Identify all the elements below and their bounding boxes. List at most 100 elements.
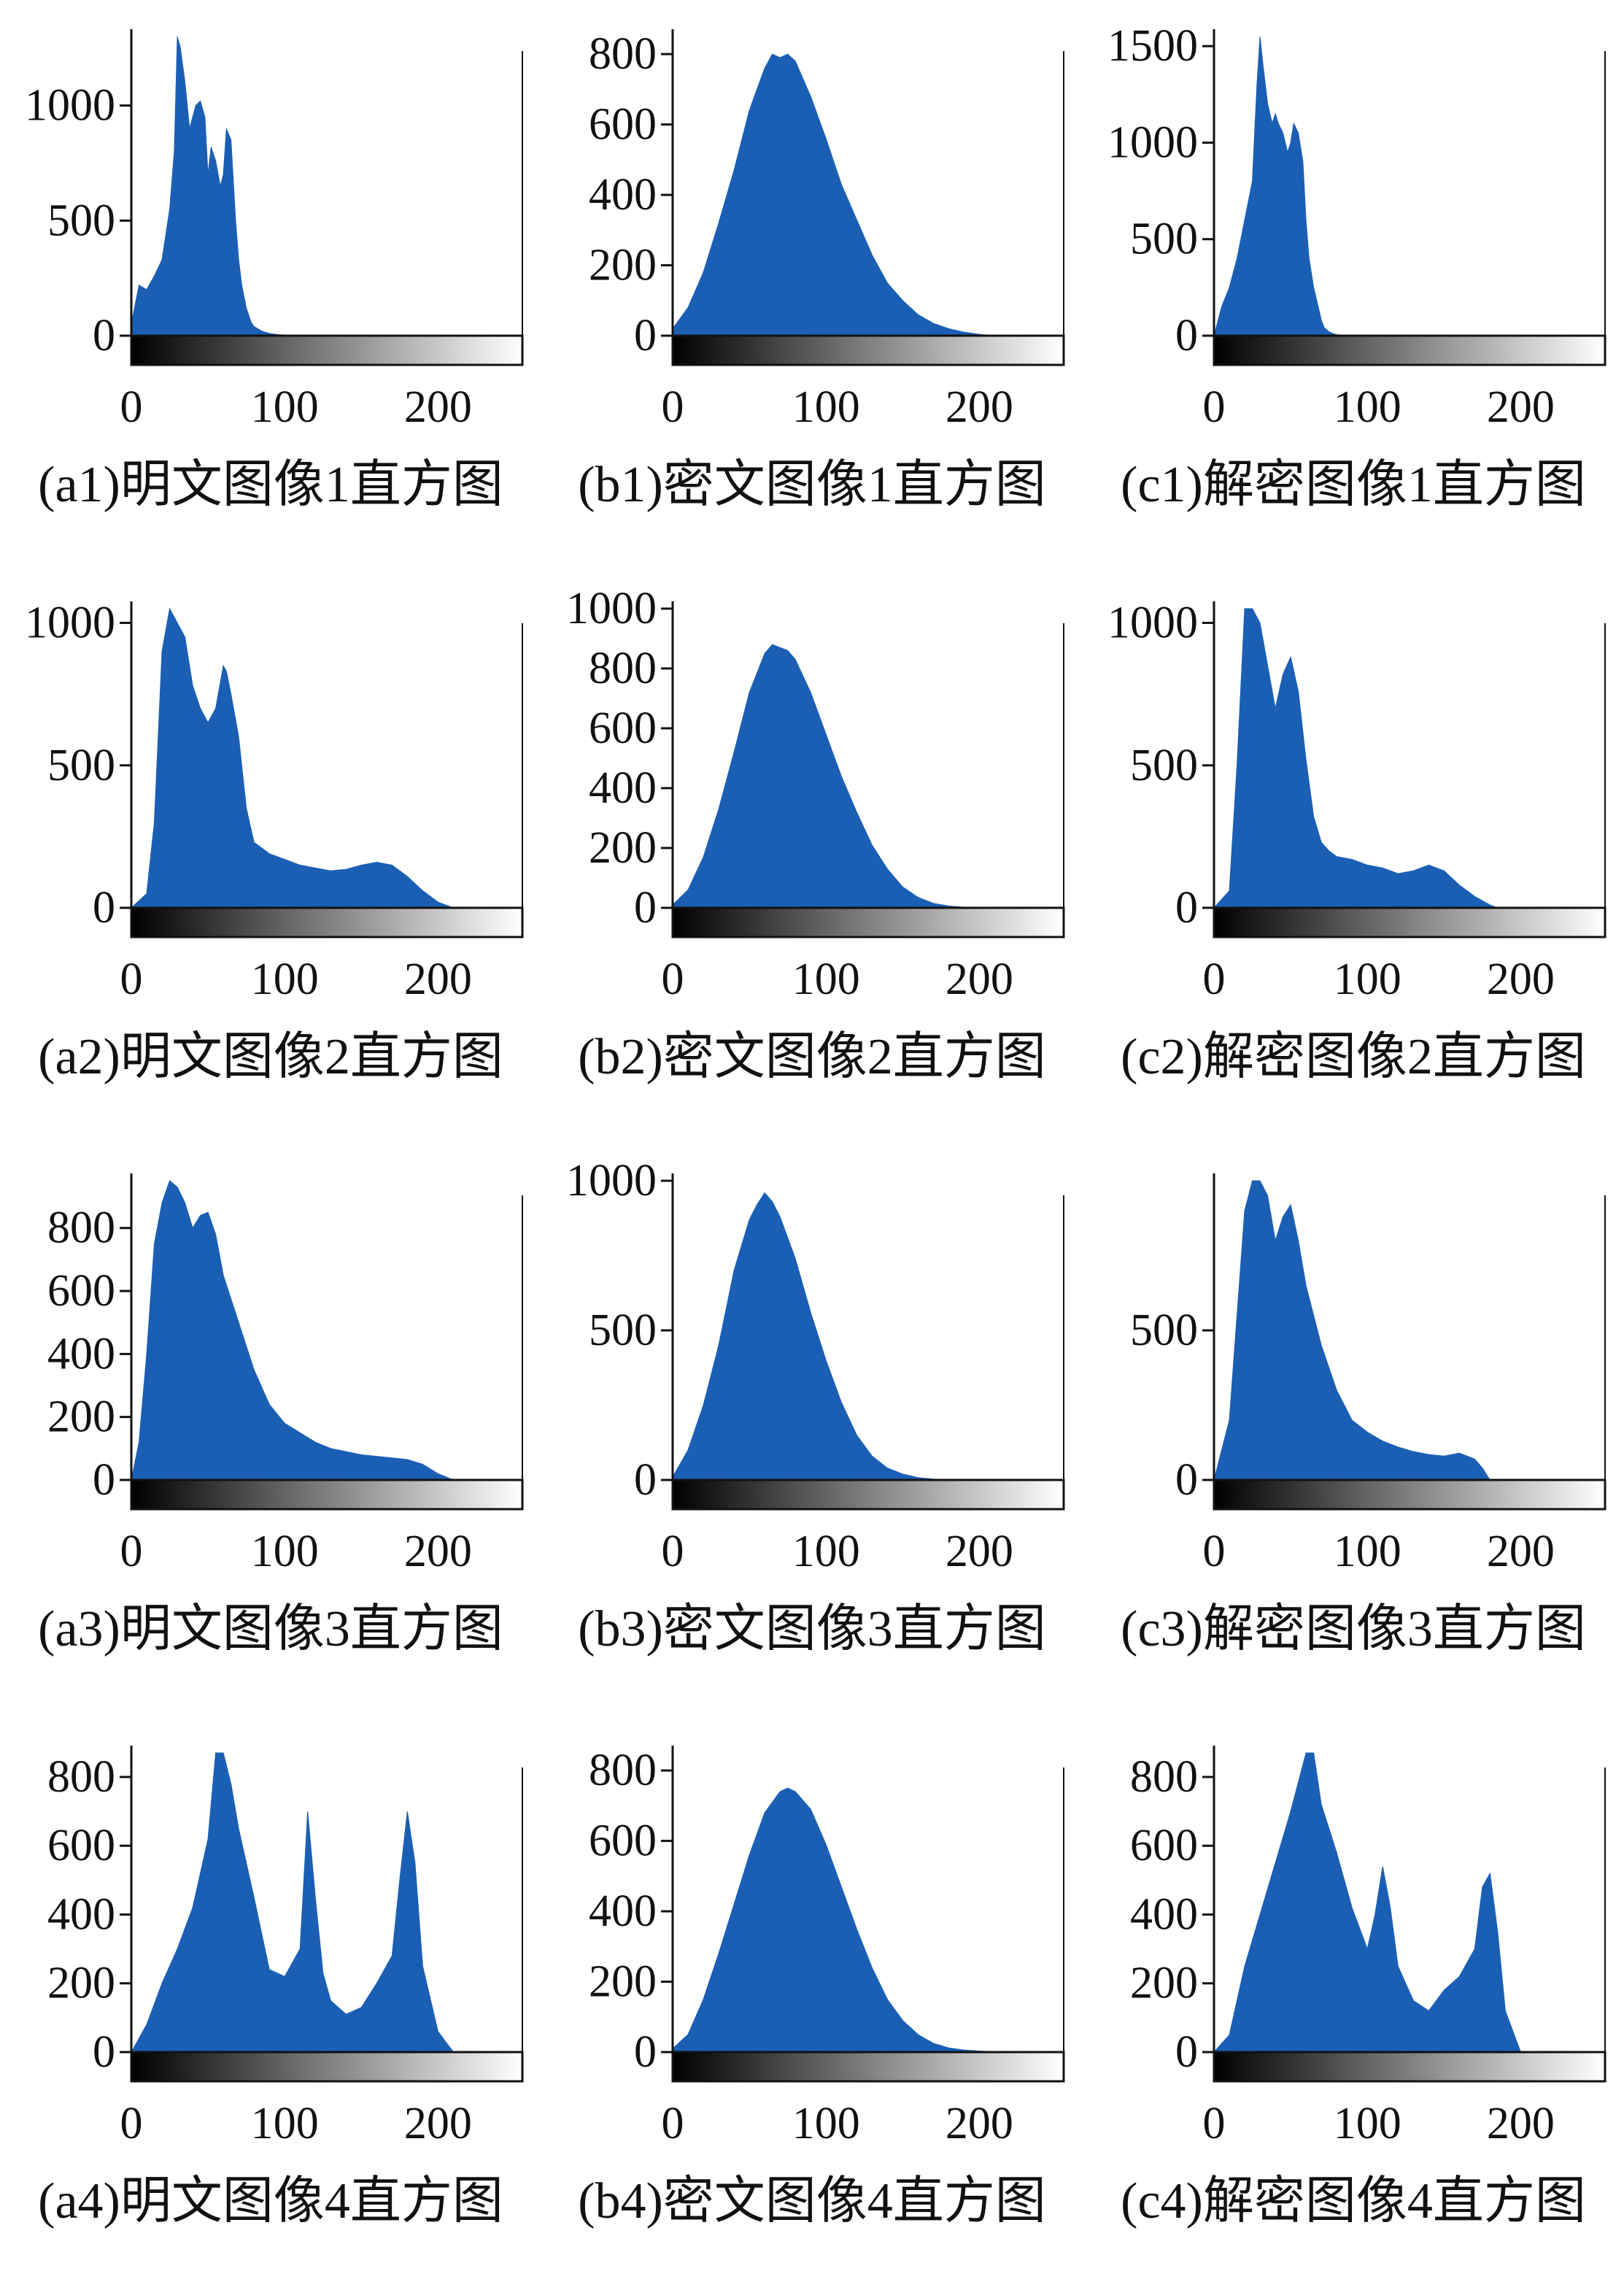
panel-c4: 0 200 400 600 800 0 100 200 (c4)解密图像4直方图 — [1083, 1716, 1624, 2289]
histogram-a4: 0 200 400 600 800 0 100 200 — [47, 1746, 524, 2148]
x-tick-label: 0 — [1203, 1527, 1226, 1576]
y-tick-label: 0 — [1175, 883, 1198, 933]
x-tick-label: 0 — [662, 382, 684, 432]
x-tick-label: 100 — [251, 2099, 319, 2148]
y-tick-label: 0 — [93, 311, 115, 361]
y-tick-label: 400 — [589, 170, 657, 220]
x-tick-label: 200 — [404, 2099, 472, 2148]
grayscale-colorbar — [130, 906, 524, 938]
histogram-a3: 0 200 400 600 800 0 100 200 — [47, 1173, 524, 1576]
y-tick-label: 200 — [1130, 1959, 1198, 2008]
histogram-c1: 0 500 1000 1500 0 100 200 — [1107, 21, 1606, 432]
y-tick-label: 1000 — [1107, 117, 1198, 167]
panel-b1: 0 200 400 600 800 0 100 200 (b1)密文图像1直方图 — [541, 0, 1083, 572]
histogram-area — [672, 53, 995, 336]
y-tick-label: 600 — [589, 1816, 657, 1866]
y-tick-label: 800 — [47, 1203, 115, 1253]
caption-c3: (c3)解密图像3直方图 — [1121, 1601, 1586, 1657]
grayscale-colorbar — [130, 1479, 524, 1511]
y-tick-label: 600 — [1130, 1821, 1198, 1870]
x-tick-label: 100 — [1334, 955, 1401, 1004]
caption-b3: (b3)密文图像3直方图 — [578, 1601, 1046, 1657]
x-tick-label: 0 — [1203, 955, 1226, 1004]
histogram-a2: 0 500 1000 0 100 200 — [25, 598, 524, 1004]
y-tick-label: 200 — [589, 1957, 657, 2007]
y-tick-label: 0 — [1175, 2027, 1198, 2077]
histogram-area — [1213, 608, 1499, 909]
x-tick-label: 200 — [1487, 382, 1555, 432]
y-tick-label: 600 — [589, 703, 657, 753]
y-tick-label: 200 — [589, 241, 657, 290]
y-tick-label: 500 — [47, 741, 115, 790]
histogram-b1: 0 200 400 600 800 0 100 200 — [589, 29, 1065, 432]
y-tick-label: 0 — [93, 883, 115, 933]
y-tick-label: 200 — [47, 1959, 115, 2008]
histogram-area — [1213, 1752, 1522, 2053]
grayscale-colorbar — [130, 334, 524, 366]
y-tick-label: 0 — [93, 1455, 115, 1505]
x-tick-label: 0 — [1203, 2099, 1226, 2148]
panel-b2: 0 200 400 600 800 1000 0 100 200 (b2)密文图像2直方图 — [541, 572, 1083, 1144]
histogram-b2: 0 200 400 600 800 1000 0 100 200 — [566, 584, 1065, 1004]
histogram-b4: 0 200 400 600 800 0 100 200 — [589, 1746, 1065, 2148]
y-tick-label: 1000 — [25, 598, 115, 648]
caption-a2: (a2)明文图像2直方图 — [38, 1029, 503, 1085]
panel-b3: 0 500 1000 0 100 200 (b3)密文图像3直方图 — [541, 1144, 1083, 1716]
x-tick-label: 100 — [1334, 382, 1401, 432]
y-tick-label: 1000 — [566, 584, 657, 633]
histogram-area — [1213, 1180, 1491, 1481]
histogram-area — [131, 36, 316, 336]
grayscale-colorbar — [1213, 334, 1606, 366]
y-tick-label: 400 — [47, 1329, 115, 1379]
histogram-c2: 0 500 1000 0 100 200 — [1107, 598, 1606, 1004]
histogram-area — [672, 644, 980, 909]
x-tick-label: 0 — [120, 955, 143, 1004]
histogram-area — [672, 1192, 949, 1481]
y-tick-label: 600 — [47, 1821, 115, 1870]
panel-a2: 0 500 1000 0 100 200 (a2)明文图像2直方图 — [0, 572, 541, 1144]
grayscale-colorbar — [671, 2051, 1065, 2083]
y-tick-label: 0 — [634, 1455, 657, 1505]
x-tick-label: 200 — [404, 955, 472, 1004]
y-tick-label: 0 — [1175, 1455, 1198, 1505]
y-tick-label: 500 — [589, 1306, 657, 1355]
x-tick-label: 200 — [1487, 955, 1555, 1004]
y-tick-label: 0 — [1175, 311, 1198, 361]
grayscale-colorbar — [1213, 1479, 1606, 1511]
x-tick-label: 100 — [251, 955, 319, 1004]
panel-a3: 0 200 400 600 800 0 100 200 (a3)明文图像3直方图 — [0, 1144, 541, 1716]
x-tick-label: 0 — [120, 382, 143, 432]
x-tick-label: 0 — [1203, 382, 1226, 432]
x-tick-label: 100 — [792, 2099, 860, 2148]
histogram-area — [672, 1787, 1010, 2053]
grayscale-colorbar — [671, 1479, 1065, 1511]
x-tick-label: 0 — [662, 1527, 684, 1576]
histogram-b3: 0 500 1000 0 100 200 — [566, 1156, 1065, 1576]
y-tick-label: 600 — [589, 100, 657, 150]
caption-a1: (a1)明文图像1直方图 — [38, 457, 503, 513]
x-tick-label: 200 — [404, 382, 472, 432]
panel-a1: 0 500 1000 0 100 200 (a1)明文图像1直方图 — [0, 0, 541, 572]
y-tick-label: 1000 — [1107, 598, 1198, 648]
panel-b4: 0 200 400 600 800 0 100 200 (b4)密文图像4直方图 — [541, 1716, 1083, 2289]
caption-c1: (c1)解密图像1直方图 — [1121, 457, 1586, 513]
x-tick-label: 100 — [251, 382, 319, 432]
y-tick-label: 500 — [1130, 215, 1198, 264]
y-tick-label: 400 — [47, 1889, 115, 1939]
y-tick-label: 400 — [589, 763, 657, 813]
grayscale-colorbar — [671, 906, 1065, 938]
x-tick-label: 100 — [792, 382, 860, 432]
y-tick-label: 0 — [634, 311, 657, 361]
y-tick-label: 500 — [1130, 741, 1198, 790]
panel-a4: 0 200 400 600 800 0 100 200 (a4)明文图像4直方图 — [0, 1716, 541, 2289]
y-tick-label: 0 — [634, 883, 657, 933]
y-tick-label: 800 — [47, 1752, 115, 1802]
caption-c4: (c4)解密图像4直方图 — [1121, 2173, 1586, 2229]
x-tick-label: 200 — [1487, 1527, 1555, 1576]
y-tick-label: 600 — [47, 1266, 115, 1316]
histogram-area — [130, 607, 454, 909]
grayscale-colorbar — [130, 2051, 524, 2083]
x-tick-label: 200 — [946, 382, 1013, 432]
x-tick-label: 100 — [792, 955, 860, 1004]
